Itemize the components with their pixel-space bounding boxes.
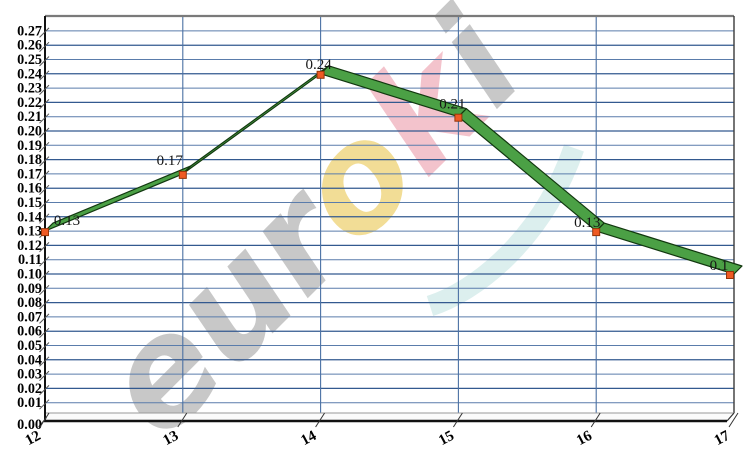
- plot-wall: [45, 16, 734, 413]
- series-ribbon: [44, 65, 743, 275]
- y-axis-label: 0.14: [17, 209, 42, 225]
- floor-right-edge: [726, 412, 735, 422]
- ribbon-segment: [595, 222, 743, 275]
- y-axis: 0.00 0.010.020.030.040.050.060.070.080.09…: [17, 23, 50, 433]
- y-axis-label: 0.19: [17, 138, 42, 154]
- y-axis-label: 0.08: [17, 295, 42, 311]
- y-axis-tick: [39, 399, 50, 410]
- y-axis-label: 0.15: [17, 195, 42, 211]
- y-axis-label: 0.22: [17, 95, 42, 111]
- y-axis-label: 0.09: [17, 281, 42, 297]
- y-axis-tick: [39, 213, 50, 224]
- y-axis-tick: [39, 327, 50, 339]
- data-point-label: 0.13: [54, 213, 80, 229]
- y-axis-tick: [39, 299, 50, 310]
- y-axis-label: 0.00: [17, 417, 42, 433]
- data-point-marker: [316, 70, 325, 79]
- y-axis-label: 0.17: [17, 166, 42, 182]
- x-axis-tick: [728, 412, 739, 428]
- data-point-label: 0.17: [157, 153, 184, 169]
- data-point-marker: [454, 113, 463, 122]
- y-axis-label: 0.04: [17, 352, 42, 368]
- y-axis-label: 0.24: [17, 66, 42, 82]
- y-axis-tick: [39, 284, 50, 296]
- y-axis-tick: [39, 41, 50, 53]
- y-axis-tick: [39, 370, 50, 381]
- y-axis-tick: [39, 184, 50, 196]
- y-axis-label: 0.12: [17, 238, 42, 254]
- y-axis-label: 0.03: [17, 367, 42, 383]
- x-axis-label: 17: [712, 428, 733, 449]
- y-axis-tick: [39, 385, 50, 396]
- x-axis-tick: [452, 412, 463, 428]
- y-axis-tick: [39, 270, 50, 281]
- y-axis-label: 0.05: [17, 338, 42, 354]
- y-axis-label: 0.10: [17, 267, 42, 283]
- y-axis-label: 0.23: [17, 81, 42, 97]
- data-point-label: 0.13: [574, 215, 600, 231]
- y-axis-label: 0.01: [17, 395, 42, 411]
- y-axis-tick: [39, 313, 50, 324]
- y-axis-tick: [39, 156, 50, 167]
- y-axis-tick: [39, 242, 50, 253]
- y-axis-label: 0.11: [18, 252, 42, 268]
- y-axis-tick: [39, 56, 50, 67]
- y-axis-tick: [39, 199, 50, 210]
- watermark-swoosh-icon: [426, 144, 584, 317]
- data-point-label: 0.1: [710, 258, 729, 274]
- y-axis-tick: [39, 27, 50, 38]
- data-point-label: 0.21: [439, 97, 465, 113]
- x-axis-tick: [315, 412, 326, 428]
- data-point-label: 0.24: [305, 57, 332, 73]
- y-axis-tick: [39, 127, 50, 138]
- floor: [45, 413, 734, 421]
- y-axis-label: 0.25: [17, 52, 42, 68]
- y-axis-tick: [39, 141, 50, 153]
- x-axis-label: 12: [23, 428, 44, 449]
- y-axis-label: 0.16: [17, 181, 42, 197]
- watermark-text: euroki: [67, 0, 555, 456]
- x-axis-label: 15: [436, 428, 457, 449]
- data-labels: 0.13 0.17 0.24 0.21 0.13 0.1: [54, 57, 729, 274]
- y-axis-label: 0.26: [17, 38, 42, 54]
- y-axis-label: 0.06: [17, 324, 42, 340]
- x-axis-label: 16: [574, 428, 595, 449]
- y-axis-label: 0.21: [17, 109, 42, 125]
- watermark: euroki: [67, 0, 584, 456]
- x-axis-tick: [590, 412, 601, 428]
- data-point-marker: [41, 228, 49, 237]
- gridlines: [45, 16, 734, 413]
- y-axis-label: 0.27: [17, 23, 42, 39]
- y-axis-tick: [39, 99, 50, 110]
- x-axis-tick: [177, 412, 188, 428]
- y-axis-label: 0.07: [17, 309, 42, 325]
- y-axis-tick: [39, 342, 50, 353]
- y-axis-label: 0.20: [17, 124, 42, 140]
- y-axis-label: 0.18: [17, 152, 42, 168]
- series-markers: [41, 70, 734, 279]
- y-axis-label: 0.13: [17, 224, 42, 240]
- data-point-marker: [178, 170, 187, 179]
- y-axis-label: 0.02: [17, 381, 42, 397]
- y-axis-tick: [39, 113, 50, 124]
- y-axis-tick: [39, 70, 50, 81]
- data-point-marker: [592, 228, 601, 237]
- x-axis-tick: [39, 412, 50, 428]
- y-axis-tick: [39, 256, 50, 267]
- y-axis-tick: [39, 170, 50, 181]
- y-axis-tick: [39, 356, 50, 367]
- y-axis-tick: [39, 84, 50, 95]
- x-axis-label: 14: [298, 428, 319, 449]
- data-point-marker: [726, 271, 734, 279]
- x-axis: 12 13 14 15 16 17: [23, 412, 739, 449]
- x-axis-label: 13: [161, 428, 182, 449]
